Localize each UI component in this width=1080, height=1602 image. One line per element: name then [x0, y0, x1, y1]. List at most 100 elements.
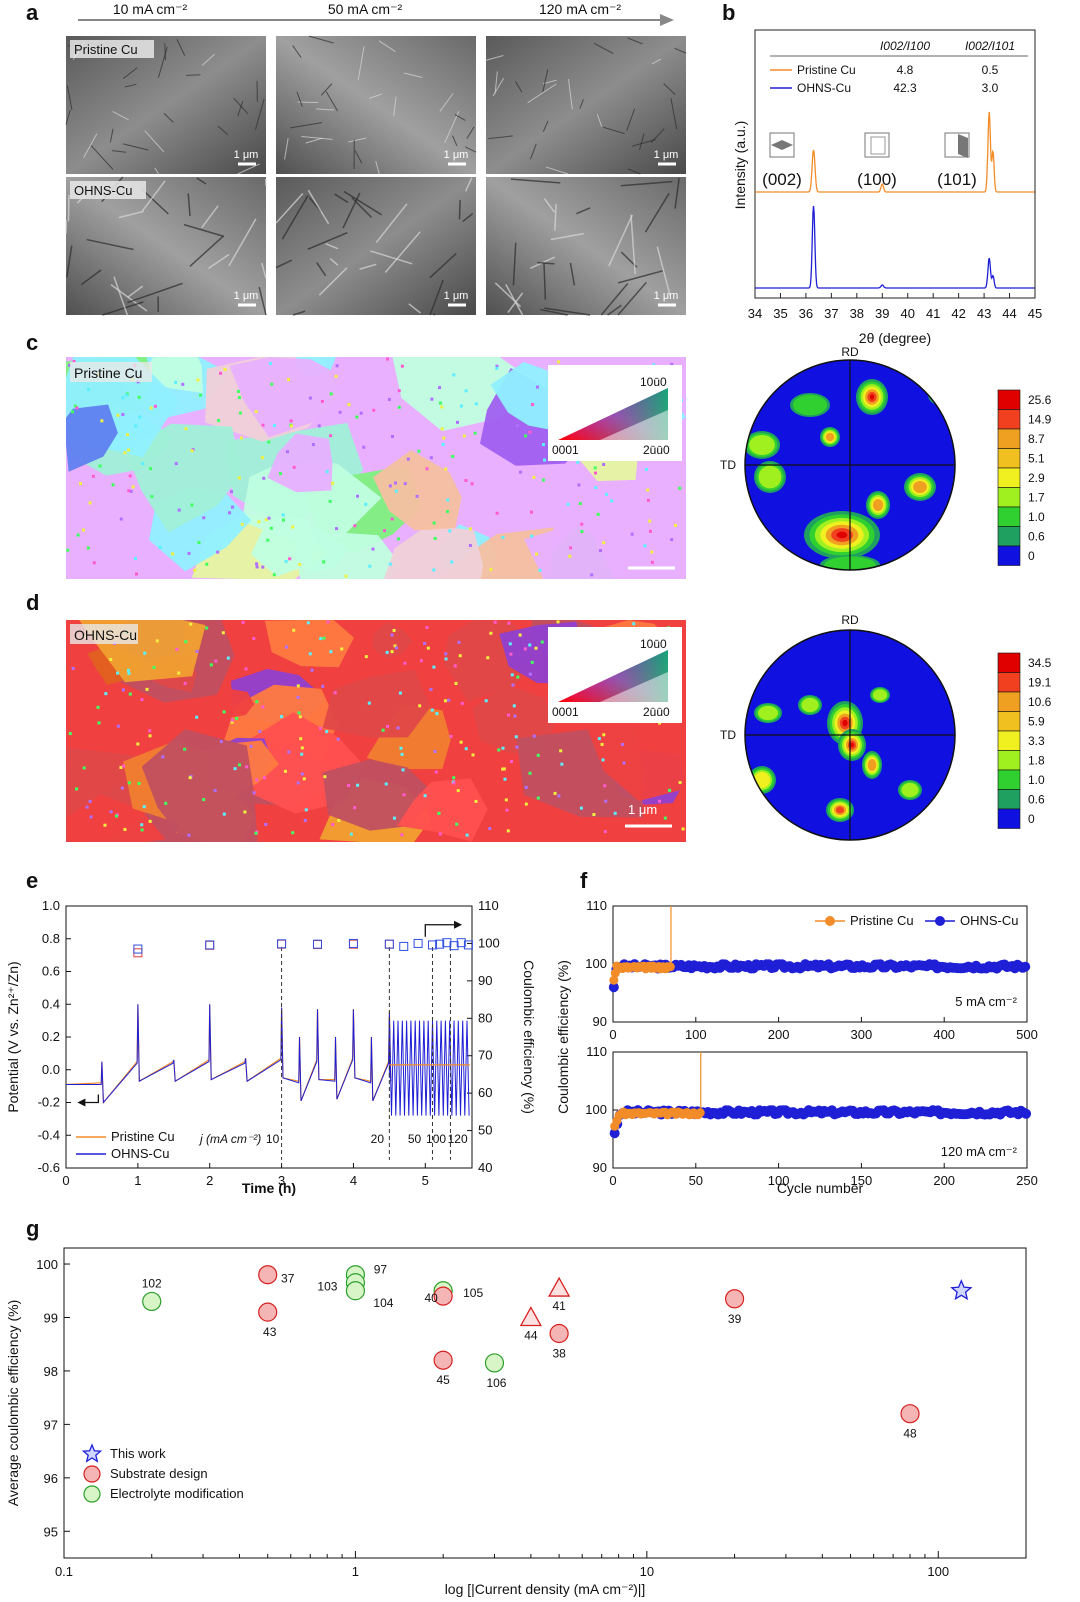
ebsd-noise	[86, 388, 90, 392]
colorbar-cell	[997, 808, 1021, 829]
ebsd-noise	[226, 656, 230, 660]
ebsd-noise	[261, 565, 265, 569]
ebsd-noise	[243, 810, 247, 814]
colorbar-cell	[997, 769, 1021, 790]
ebsd-noise	[238, 411, 242, 415]
ebsd-noise	[164, 801, 168, 805]
sem-texture	[576, 207, 591, 215]
ebsd-noise	[388, 562, 392, 566]
ebsd-noise	[217, 419, 221, 423]
ebsd-noise	[489, 631, 493, 635]
f-xlabel: Cycle number	[777, 1180, 864, 1196]
ebsd-noise	[137, 781, 141, 785]
ebsd-noise	[532, 734, 536, 738]
g-point-label: 48	[903, 1427, 917, 1441]
colorbar-ohns: 34.5 19.1 10.6 5.9 3.3 1.8 1.0 0.6 0	[997, 652, 1052, 829]
ebsd-grain	[267, 433, 333, 493]
ebsd-noise	[620, 742, 624, 746]
ebsd-noise	[437, 811, 441, 815]
ebsd-noise	[610, 499, 614, 503]
f-xtick-label-top: 100	[685, 1027, 707, 1042]
g-ytick-label: 99	[44, 1310, 58, 1325]
ebsd-grain	[383, 525, 483, 579]
sem-texture	[127, 282, 183, 304]
ebsd-noise	[426, 646, 430, 650]
g-point-electrolyte	[142, 1291, 162, 1312]
ebsd-noise	[484, 699, 488, 703]
ebsd-noise	[238, 763, 242, 767]
ebsd-noise	[230, 718, 234, 722]
ebsd-noise	[613, 811, 617, 815]
ebsd-noise	[347, 403, 351, 407]
sem-texture	[639, 133, 645, 151]
ebsd-noise	[223, 368, 227, 372]
ebsd-noise	[497, 748, 501, 752]
ebsd-noise	[344, 574, 348, 578]
ebsd-noise	[68, 363, 72, 367]
sem-texture	[545, 166, 569, 175]
ebsd-noise	[556, 620, 560, 624]
e-xlabel: Time (h)	[242, 1180, 296, 1196]
ebsd-noise	[577, 483, 581, 487]
xrd-tick-label: 39	[875, 306, 889, 321]
e-current-mark: 100	[426, 1132, 446, 1146]
sem-texture	[674, 177, 680, 209]
g-point-substrate	[900, 1404, 920, 1424]
sem-tile	[486, 177, 686, 315]
f-point-pristine-top	[609, 975, 619, 985]
ebsd-noise	[68, 732, 72, 736]
colorbar-cell	[997, 545, 1021, 566]
sem-texture	[351, 196, 372, 218]
ebsd-noise	[158, 545, 162, 549]
sem-texture	[275, 192, 304, 224]
sem-texture	[111, 150, 127, 153]
sem-texture	[393, 96, 397, 116]
e-arrow-right-head	[454, 920, 463, 929]
sem-texture	[343, 190, 383, 216]
ebsd-noise	[459, 404, 463, 408]
ebsd-noise	[423, 641, 427, 645]
sem-texture	[86, 238, 134, 251]
ebsd-noise	[190, 503, 194, 507]
ebsd-noise	[183, 747, 187, 751]
sem-texture	[494, 282, 522, 308]
ebsd-noise	[569, 546, 573, 550]
colorbar-label: 10.6	[1028, 695, 1052, 709]
ebsd-noise	[140, 828, 144, 832]
ebsd-noise	[393, 644, 397, 648]
ebsd-noise	[495, 364, 499, 368]
g-point-electrolyte	[484, 1353, 505, 1373]
ebsd-noise	[285, 450, 289, 454]
ebsd-noise	[255, 562, 259, 566]
ebsd-noise	[148, 729, 152, 733]
ebsd-noise	[219, 371, 223, 375]
g-marks: 102 37 43 97 103 104 105 40 45 106 44 41 38 39 48	[142, 1263, 973, 1441]
f-xtick-label-top: 500	[1016, 1027, 1038, 1042]
ebsd-noise	[116, 724, 120, 728]
sem-texture	[354, 150, 363, 164]
ebsd-noise	[516, 675, 520, 679]
sem-texture	[315, 108, 334, 111]
ebsd-noise	[148, 819, 152, 823]
ebsd-noise	[439, 401, 443, 405]
ebsd-noise	[228, 511, 232, 515]
ebsd-noise	[524, 802, 528, 806]
f-xtick-label-bottom: 50	[689, 1173, 703, 1188]
panel-letter-c: c	[26, 330, 38, 355]
pole-td-c: TD	[720, 458, 736, 472]
xrd-tick-label: 42	[951, 306, 965, 321]
f-xtick-label-bottom: 0	[609, 1173, 616, 1188]
ebsd-scale-text-d: 1 μm	[628, 802, 657, 817]
sem-texture	[485, 55, 504, 61]
ipf-label-top: 10ū0	[640, 375, 667, 389]
ebsd-noise	[464, 747, 468, 751]
ebsd-noise	[109, 810, 113, 814]
f-xtick-label-bottom: 250	[1016, 1173, 1038, 1188]
ebsd-noise	[272, 424, 276, 428]
ebsd-noise	[432, 665, 436, 669]
ebsd-noise	[429, 687, 433, 691]
ebsd-noise	[441, 442, 445, 446]
ebsd-noise	[516, 424, 520, 428]
ebsd-noise	[368, 564, 372, 568]
pole-contour	[758, 705, 778, 721]
